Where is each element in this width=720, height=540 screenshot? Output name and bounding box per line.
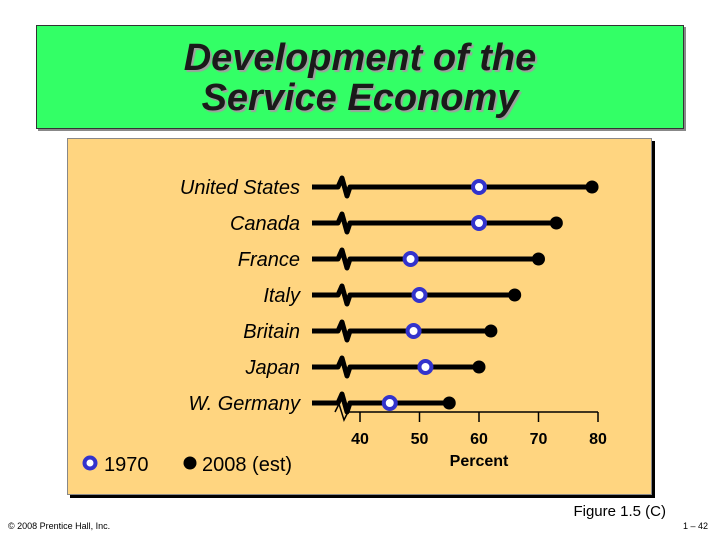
category-label-britain: Britain [243, 321, 300, 343]
title-line-1: Development of the [183, 37, 537, 79]
category-label-france: France [238, 249, 300, 271]
bar-line-france [312, 247, 539, 271]
x-tick-label-40: 40 [351, 431, 369, 448]
title-banner: Development of the Service Economy [36, 25, 684, 129]
category-label-italy: Italy [263, 285, 301, 307]
point-1970-w-germany [381, 395, 398, 411]
x-tick-label-60: 60 [470, 431, 488, 448]
point-2008-united-states [585, 180, 599, 194]
bar-line-united-states [312, 175, 593, 199]
point-1970-france [402, 251, 419, 267]
legend-marker-1970 [82, 455, 98, 471]
copyright: © 2008 Prentice Hall, Inc. [8, 521, 111, 531]
x-tick-label-70: 70 [530, 431, 548, 448]
legend-marker-2008 [183, 456, 197, 470]
x-axis-label: Percent [450, 453, 509, 470]
x-tick-label-80: 80 [589, 431, 607, 448]
point-1970-canada [471, 215, 487, 231]
x-tick-label-50: 50 [411, 431, 429, 448]
category-label-canada: Canada [230, 213, 300, 235]
bar-line-italy [312, 283, 515, 307]
legend-label-1970: 1970 [104, 454, 149, 476]
point-1970-japan [417, 359, 434, 375]
point-2008-france [532, 252, 545, 266]
point-1970-united-states [471, 179, 487, 195]
bar-line-w-germany [312, 391, 450, 415]
point-1970-britain [405, 323, 422, 339]
bar-line-japan [312, 355, 479, 379]
x-axis-line [334, 402, 598, 422]
bar-line-britain [312, 319, 491, 343]
legend-label-2008: 2008 (est) [202, 454, 292, 476]
category-label-japan: Japan [245, 357, 301, 379]
figure-label: Figure 1.5 (C) [573, 503, 666, 520]
point-1970-italy [411, 287, 428, 303]
point-2008-britain [484, 324, 498, 338]
category-label-w-germany: W. Germany [189, 393, 301, 415]
title-line-2: Service Economy [201, 77, 519, 119]
page-number: 1 – 42 [682, 521, 708, 531]
point-2008-w-germany [442, 396, 456, 410]
point-2008-italy [508, 288, 522, 302]
chart-panel [67, 138, 652, 495]
point-2008-canada [549, 216, 563, 230]
bar-line-canada [312, 211, 557, 235]
category-label-united-states: United States [180, 177, 300, 199]
point-2008-japan [472, 360, 486, 374]
